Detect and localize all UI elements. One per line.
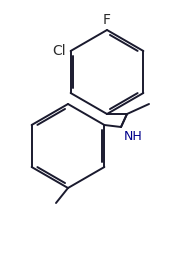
Text: NH: NH (124, 130, 143, 143)
Text: Cl: Cl (52, 44, 66, 58)
Text: F: F (103, 13, 111, 27)
